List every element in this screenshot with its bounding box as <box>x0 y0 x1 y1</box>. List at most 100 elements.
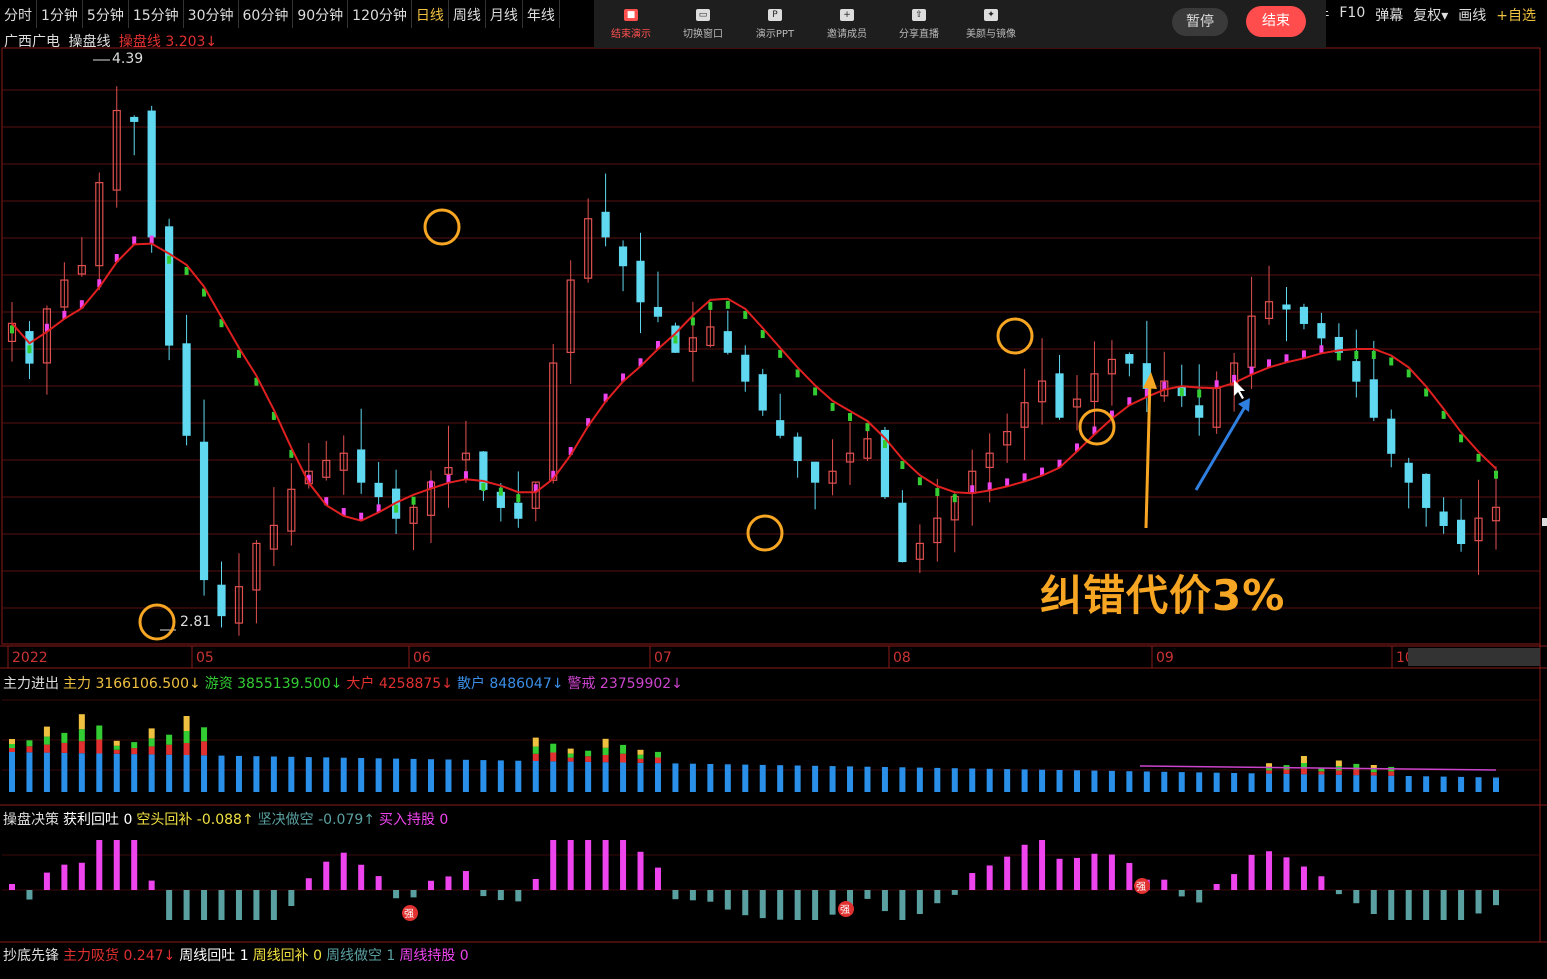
candle-body <box>339 452 348 471</box>
ma-signal-dot <box>1022 473 1027 482</box>
ma-signal-dot <box>638 358 643 367</box>
flow-bar-retail <box>969 768 976 792</box>
candle-body <box>653 306 663 317</box>
flow-bar-retail <box>1266 773 1273 792</box>
presenter-btn-4[interactable]: ⇧ 分享直播 <box>884 8 954 40</box>
flow-bar-retail <box>1143 771 1150 792</box>
decision-bar-long <box>550 840 557 890</box>
legend-item-0: 获利回吐 0 <box>63 812 133 828</box>
ppt-icon: P <box>768 8 782 21</box>
decision-bar-long <box>986 865 993 890</box>
ma-signal-dot <box>1476 453 1481 462</box>
flow-bar-retail <box>829 766 836 792</box>
decision-bar-short <box>1178 890 1185 897</box>
ma-signal-dot <box>1092 426 1097 435</box>
period-tab-1[interactable]: 1分钟 <box>37 0 83 28</box>
candle-body <box>793 436 802 462</box>
ma-signal-dot <box>359 512 364 521</box>
period-tab-4[interactable]: 30分钟 <box>184 0 239 28</box>
candle-body <box>601 211 610 238</box>
ma-signal-dot <box>725 300 730 309</box>
flow-bar-retail <box>1248 773 1255 792</box>
presenter-btn-0[interactable]: ■ 结束演示 <box>596 8 666 40</box>
flow-bar-big <box>602 755 609 763</box>
period-tab-2[interactable]: 5分钟 <box>83 0 129 28</box>
ma-signal-dot <box>1040 467 1045 476</box>
presenter-btn-2[interactable]: P 演示PPT <box>740 8 810 40</box>
presenter-btn-1[interactable]: ▭ 切换窗口 <box>668 8 738 40</box>
decision-bar-long <box>1300 866 1307 890</box>
ma-signal-dot <box>813 387 818 396</box>
legend-item-1: 周线回吐 1 <box>179 948 249 964</box>
period-tab-11[interactable]: 年线 <box>523 0 560 28</box>
price-high-label: 4.39 <box>112 51 144 67</box>
ma-signal-dot <box>481 483 486 492</box>
yellow-arrow-head <box>1143 372 1157 389</box>
decision-bar-short <box>724 890 731 910</box>
ma-signal-dot <box>760 330 765 339</box>
pause-button[interactable]: 暂停 <box>1172 8 1228 36</box>
candle-body <box>618 246 628 267</box>
presenter-btn-5[interactable]: ✦ 美颜与镜像 <box>956 8 1026 40</box>
flow-bar-big <box>1266 770 1273 774</box>
end-button[interactable]: 结束 <box>1246 6 1306 37</box>
right-tab-5[interactable]: +自选 <box>1496 8 1536 24</box>
decision-bar-long <box>323 861 330 890</box>
right-tab-1[interactable]: F10 <box>1339 5 1366 21</box>
flow-bar-retail <box>672 763 679 792</box>
ma-signal-dot <box>1057 459 1062 468</box>
decision-bar-long <box>1056 858 1063 890</box>
candle-body <box>165 226 174 346</box>
period-tab-5[interactable]: 60分钟 <box>239 0 294 28</box>
flow-bar-hot <box>567 753 574 758</box>
period-tab-8[interactable]: 日线 <box>412 0 449 28</box>
period-tab-9[interactable]: 周线 <box>449 0 486 28</box>
flow-bar-hot <box>654 751 661 758</box>
panel-title: 主力进出 <box>3 676 59 692</box>
period-tab-3[interactable]: 15分钟 <box>129 0 184 28</box>
ma-signal-dot <box>882 440 887 449</box>
date-label-3: 07 <box>654 650 672 666</box>
flow-bar-retail <box>1091 770 1098 792</box>
period-tab-10[interactable]: 月线 <box>486 0 523 28</box>
decision-bar-short <box>218 890 225 920</box>
candle-body <box>1299 306 1309 324</box>
flow-bar-retail <box>585 761 592 792</box>
flow-bar-retail <box>166 754 173 792</box>
flow-bar-hot <box>131 742 138 749</box>
decision-bar-long <box>1248 854 1255 890</box>
presenter-btn-3[interactable]: + 邀请成员 <box>812 8 882 40</box>
panel3-legend: 抄底先锋 主力吸货 0.247↓ 周线回吐 1 周线回补 0 周线做空 1 周线持股 0 <box>3 945 473 965</box>
ma-signal-dot <box>1441 410 1446 419</box>
indicator-name: 操盘线 <box>68 34 111 50</box>
period-tab-7[interactable]: 120分钟 <box>348 0 412 28</box>
flow-bar-retail <box>707 764 714 792</box>
decision-bar-short <box>777 890 784 920</box>
flow-bar-main <box>1300 756 1307 763</box>
flow-bar-retail <box>1440 776 1447 792</box>
ma-signal-dot <box>690 317 695 326</box>
legend-item-2: 坚决做空 -0.079↑ <box>257 812 375 828</box>
candle-body <box>758 374 767 411</box>
period-tab-0[interactable]: 分时 <box>0 0 37 28</box>
flow-bar-retail <box>550 761 557 792</box>
ma-signal-dot <box>586 418 591 427</box>
period-tab-6[interactable]: 90分钟 <box>293 0 349 28</box>
flow-bar-retail <box>148 754 155 792</box>
right-tab-2[interactable]: 弹幕 <box>1375 8 1404 24</box>
flow-bar-big <box>43 744 50 753</box>
flow-bar-retail <box>864 766 871 792</box>
presenter-btn-label: 切换窗口 <box>683 28 723 40</box>
blue-arrow-shaft <box>1194 404 1248 491</box>
highlight-circle <box>138 603 176 641</box>
ma-signal-dot <box>114 254 119 263</box>
warning-line <box>1139 765 1497 771</box>
ma-signal-dot <box>376 504 381 513</box>
right-tab-4[interactable]: 画线 <box>1458 8 1487 24</box>
decision-bar-short <box>759 890 766 919</box>
flow-bar-retail <box>288 756 295 792</box>
right-tab-3[interactable]: 复权▾ <box>1413 8 1449 24</box>
flow-bar-retail <box>462 759 469 792</box>
